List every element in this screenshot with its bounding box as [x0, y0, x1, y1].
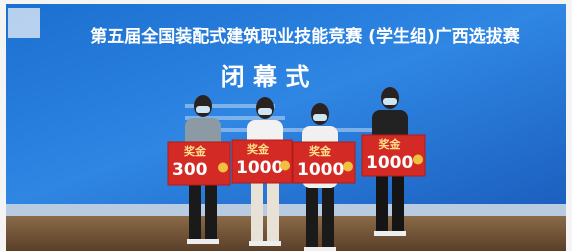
leg	[189, 176, 201, 240]
stage-edge	[6, 204, 566, 216]
face-mask	[313, 114, 327, 121]
leg	[322, 184, 334, 248]
leg	[376, 168, 388, 232]
shoe	[249, 241, 281, 246]
sign-amount: 1000	[297, 160, 344, 180]
sign-emblem	[280, 161, 290, 171]
page: 第五届全国装配式建筑职业技能竞赛 (学生组)广西选拔赛 闭 幕 式 奖金 300 奖…	[0, 0, 572, 251]
leg	[267, 178, 279, 242]
logo	[8, 8, 40, 38]
sign-label: 奖金	[184, 144, 207, 158]
face-mask	[196, 106, 210, 113]
leg	[306, 184, 318, 248]
photo: 第五届全国装配式建筑职业技能竞赛 (学生组)广西选拔赛 闭 幕 式 奖金 300 奖…	[0, 0, 572, 251]
sign-amount: 1000	[366, 153, 413, 173]
sign-label: 奖金	[379, 137, 402, 151]
sign-amount: 300	[172, 160, 208, 180]
banner-title: 第五届全国装配式建筑职业技能竞赛 (学生组)广西选拔赛	[90, 26, 520, 47]
shoe	[374, 231, 406, 236]
leg	[205, 176, 217, 240]
face-mask	[258, 108, 272, 115]
sign-label: 奖金	[247, 142, 270, 156]
banner-subtitle: 闭 幕 式	[221, 63, 310, 91]
sign-amount: 1000	[236, 158, 283, 178]
sign-emblem	[218, 163, 228, 173]
stage-floor	[6, 216, 566, 251]
sign-label: 奖金	[309, 144, 332, 158]
sign-emblem	[343, 162, 353, 172]
shoe	[187, 239, 219, 244]
leg	[392, 168, 404, 232]
sign-emblem	[413, 155, 423, 165]
shoe	[304, 247, 336, 251]
leg	[251, 178, 263, 242]
face-mask	[383, 98, 397, 105]
